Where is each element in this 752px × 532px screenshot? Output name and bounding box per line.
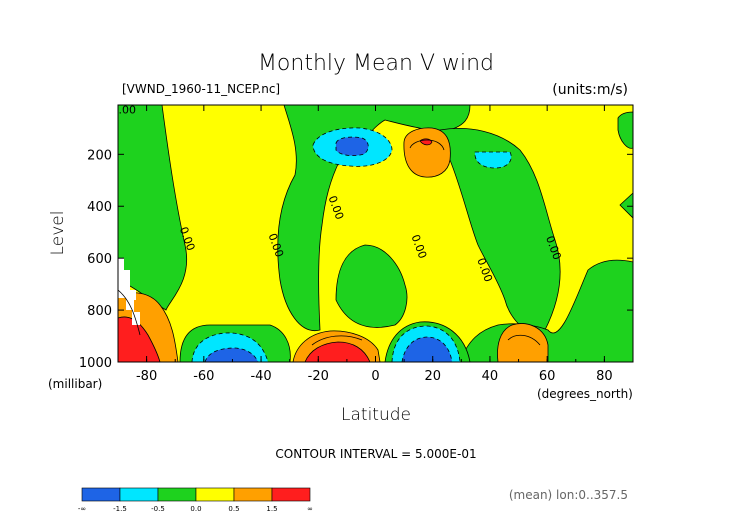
colorbar-swatch <box>233 487 273 502</box>
x-tick-label: 80 <box>596 369 613 384</box>
x-tick-label: -60 <box>193 369 214 384</box>
field-strong-positive-lower-left <box>118 316 161 362</box>
colorbar: -∞ -1.5 -0.5 0.0 0.5 1.5 ∞ <box>78 487 313 513</box>
plot-area: 0.000.000.00 0.000.000.000.000.00 <box>111 94 633 362</box>
y-units-label: (millibar) <box>48 377 102 391</box>
x-axis: -80 -60 -40 -20 0 20 40 60 80 <box>117 105 634 384</box>
contour-label: 0.00 <box>111 103 136 116</box>
x-tick-label: 20 <box>424 369 441 384</box>
y-tick-label: 400 <box>87 200 112 215</box>
field-strong-negative-lower-center <box>401 336 453 362</box>
colorbar-swatch <box>157 487 197 502</box>
x-tick-label: -40 <box>250 369 271 384</box>
y-axis: 200 400 600 800 1000 <box>79 148 633 371</box>
x-tick-label: 40 <box>482 369 499 384</box>
field-strong-positive-lower-center <box>304 341 371 362</box>
colorbar-level-label: -0.5 <box>151 505 165 513</box>
colorbar-swatch <box>119 487 159 502</box>
field-weak-negative-mid-lobe <box>335 244 408 328</box>
contour-line-3 <box>507 334 541 346</box>
colorbar-swatch <box>81 487 121 502</box>
colorbar-level-label: 1.5 <box>266 505 277 513</box>
missing-data-region <box>118 258 140 325</box>
colorbar-level-label: ∞ <box>307 505 313 513</box>
colorbar-level-label: -1.5 <box>113 505 127 513</box>
y-tick-label: 200 <box>87 148 112 163</box>
x-tick-label: 0 <box>371 369 379 384</box>
x-tick-label: -80 <box>136 369 157 384</box>
contour-line-2 <box>311 335 363 346</box>
x-axis-title: Latitude <box>341 405 411 425</box>
y-tick-label: 600 <box>87 252 112 267</box>
colorbar-swatch <box>271 487 311 502</box>
field-weak-negative-right-edge <box>617 111 633 219</box>
colorbar-level-label: 0.5 <box>228 505 239 513</box>
y-axis-title: Level <box>48 211 68 256</box>
contour-interval-label: CONTOUR INTERVAL = 5.000E-01 <box>275 447 476 461</box>
field-positive-lower-right-orange <box>497 323 549 362</box>
x-units-label: (degrees_north) <box>537 387 633 401</box>
source-file-label: [VWND_1960-11_NCEP.nc] <box>122 82 280 96</box>
y-tick-label: 1000 <box>79 356 112 371</box>
chart-title: Monthly Mean V wind <box>258 51 494 76</box>
colorbar-level-label: -∞ <box>78 505 86 513</box>
field-strong-negative-lower-left <box>204 347 259 362</box>
x-tick-label: 60 <box>539 369 556 384</box>
contour-line-1 <box>118 289 141 336</box>
field-positive-upper-orange <box>403 127 451 178</box>
units-label: (units:m/s) <box>552 82 628 98</box>
field-strong-negative-upper <box>335 136 369 157</box>
contour-line-4 <box>409 139 445 151</box>
colorbar-swatch <box>195 487 235 502</box>
y-tick-label: 800 <box>87 304 112 319</box>
contour-label: 0.00 <box>329 94 354 107</box>
footnote-label: (mean) lon:0..357.5 <box>509 488 628 502</box>
field-negative-upper-right-cyan <box>474 151 512 169</box>
x-tick-label: -20 <box>308 369 329 384</box>
colorbar-level-label: 0.0 <box>190 505 201 513</box>
